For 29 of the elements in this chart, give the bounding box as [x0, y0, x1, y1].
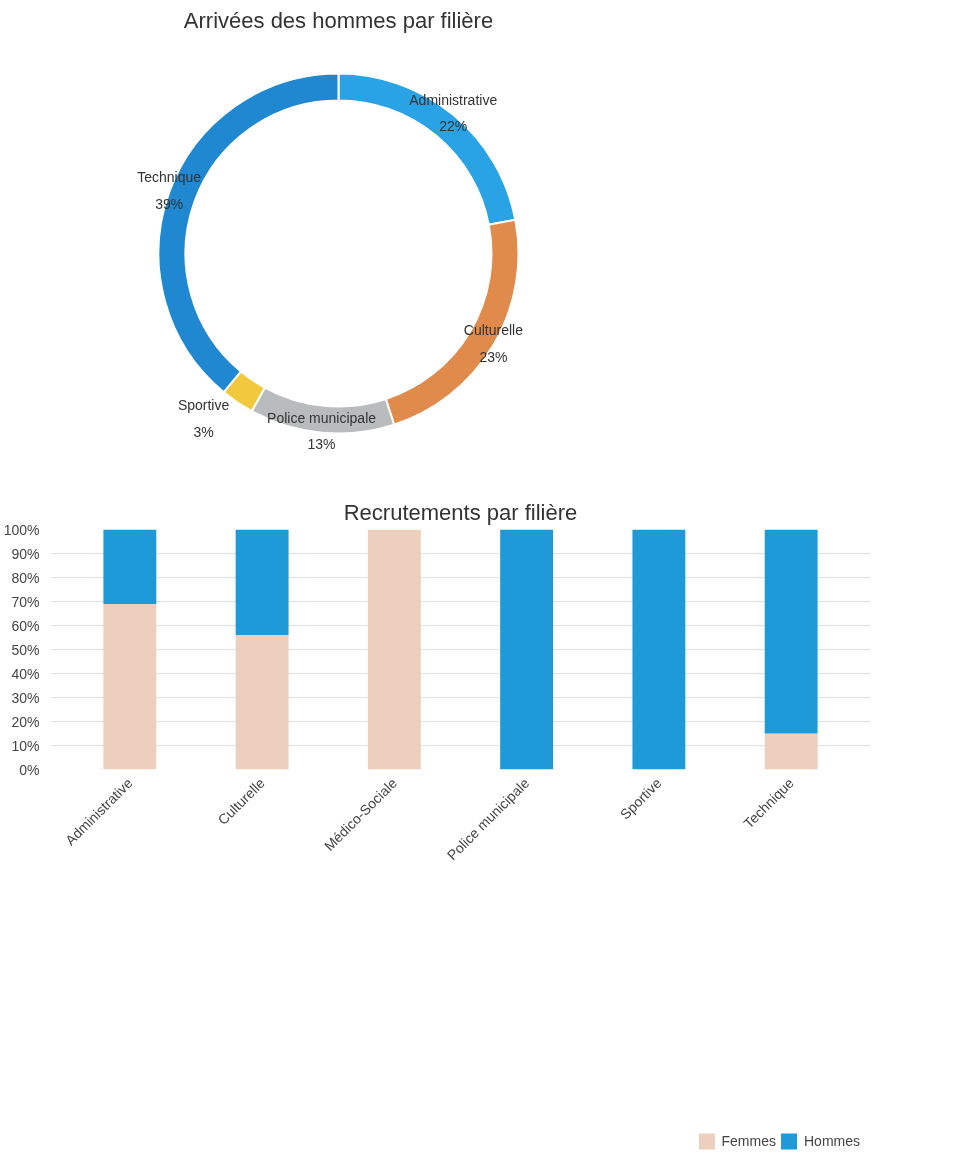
legend-label: Femmes: [721, 1133, 776, 1149]
bar: [764, 733, 818, 770]
y-tick-label: 10%: [11, 737, 40, 754]
bar: [235, 529, 289, 636]
data-label: 3%: [193, 423, 214, 440]
legend-label: Hommes: [803, 1133, 860, 1149]
y-tick-label: 80%: [11, 569, 40, 586]
bar: [367, 529, 421, 770]
y-tick-label: 30%: [11, 689, 40, 706]
chart-title: Recrutements par filière: [343, 499, 578, 525]
bar: [235, 635, 289, 770]
y-tick-label: 60%: [11, 617, 40, 634]
slice-label: Police municipale: [267, 409, 377, 426]
y-tick-label: 50%: [11, 641, 40, 658]
y-tick-label: 90%: [11, 545, 40, 562]
y-tick-label: 70%: [11, 593, 40, 610]
bar: [632, 529, 686, 770]
bar: [500, 529, 554, 770]
y-tick-label: 0%: [19, 761, 40, 778]
slice-label: Sportive: [177, 397, 230, 414]
y-tick-label: 100%: [3, 521, 40, 538]
data-label: 22%: [439, 118, 468, 135]
y-tick-label: 20%: [11, 713, 40, 730]
data-label: 13%: [307, 436, 336, 453]
chart-title: Arrivées des hommes par filière: [183, 7, 494, 33]
bar: [103, 603, 157, 770]
bar: [103, 529, 157, 604]
bar: [764, 529, 818, 734]
y-tick-label: 40%: [11, 665, 40, 682]
